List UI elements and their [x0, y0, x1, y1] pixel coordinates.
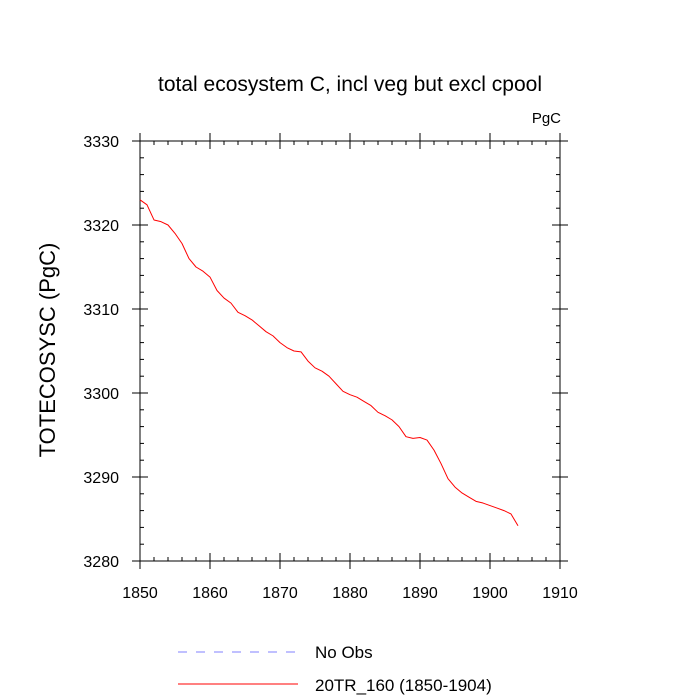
x-tick-label: 1870: [262, 585, 298, 602]
chart-title: total ecosystem C, incl veg but excl cpo…: [158, 73, 542, 96]
legend: No Obs 20TR_160 (1850-1904): [178, 643, 492, 695]
y-tick-label: 3330: [83, 134, 119, 151]
legend-label-no-obs: No Obs: [315, 643, 373, 662]
y-tick-label: 3310: [83, 302, 119, 319]
legend-label-20tr-160: 20TR_160 (1850-1904): [315, 676, 492, 695]
plot-frame: [139, 140, 561, 562]
x-tick-label: 1860: [192, 585, 228, 602]
x-tick-label: 1910: [542, 585, 578, 602]
x-tick-label: 1850: [122, 585, 158, 602]
series-layer: [139, 199, 519, 526]
y-tick-label: 3300: [83, 386, 119, 403]
x-tick-label: 1890: [402, 585, 438, 602]
x-tick-label: 1880: [332, 585, 368, 602]
minor-ticks: [140, 141, 560, 561]
y-tick-label: 3290: [83, 470, 119, 487]
y-axis-label: TOTECOSYSC (PgC): [35, 243, 60, 458]
y-tick-label: 3280: [83, 554, 119, 571]
series-line-20tr-160: [139, 199, 519, 526]
major-ticks: [132, 133, 568, 569]
x-tick-label: 1900: [472, 585, 508, 602]
tick-labels: 1850 1860 1870 1880 1890 1900 1910 3280 3290 3300…: [83, 134, 577, 602]
y-tick-label: 3320: [83, 218, 119, 235]
units-label: PgC: [532, 110, 561, 127]
